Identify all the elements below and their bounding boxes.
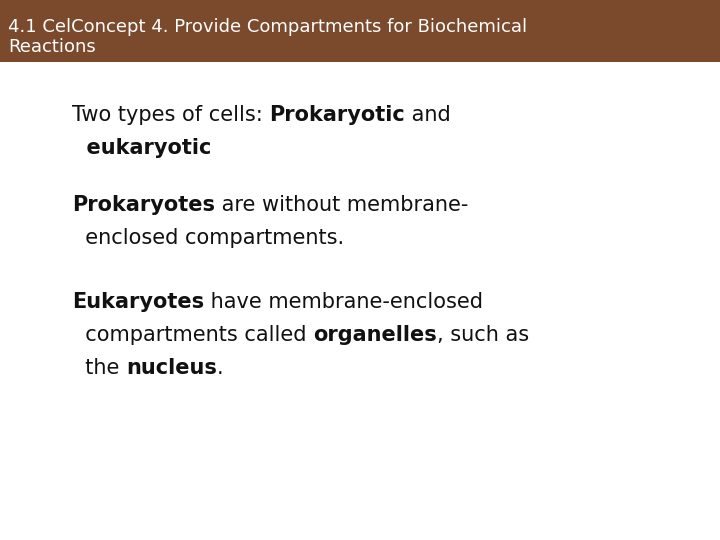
Text: have membrane-enclosed: have membrane-enclosed: [204, 292, 483, 312]
Text: Prokaryotes: Prokaryotes: [72, 195, 215, 215]
Text: Reactions: Reactions: [8, 38, 96, 56]
Text: Eukaryotes: Eukaryotes: [72, 292, 204, 312]
Text: Two types of cells:: Two types of cells:: [72, 105, 269, 125]
Text: , such as: , such as: [437, 325, 529, 345]
Text: .: .: [217, 358, 223, 378]
Text: enclosed compartments.: enclosed compartments.: [72, 228, 344, 248]
Text: and: and: [405, 105, 451, 125]
Text: the: the: [72, 358, 126, 378]
Text: are without membrane-: are without membrane-: [215, 195, 469, 215]
Text: 4.1 CelConcept 4. Provide Compartments for Biochemical: 4.1 CelConcept 4. Provide Compartments f…: [8, 18, 527, 36]
Text: nucleus: nucleus: [126, 358, 217, 378]
Text: organelles: organelles: [313, 325, 437, 345]
Text: compartments called: compartments called: [72, 325, 313, 345]
Bar: [0, 0, 720, 62]
Text: Prokaryotic: Prokaryotic: [269, 105, 405, 125]
Text: eukaryotic: eukaryotic: [72, 138, 212, 158]
